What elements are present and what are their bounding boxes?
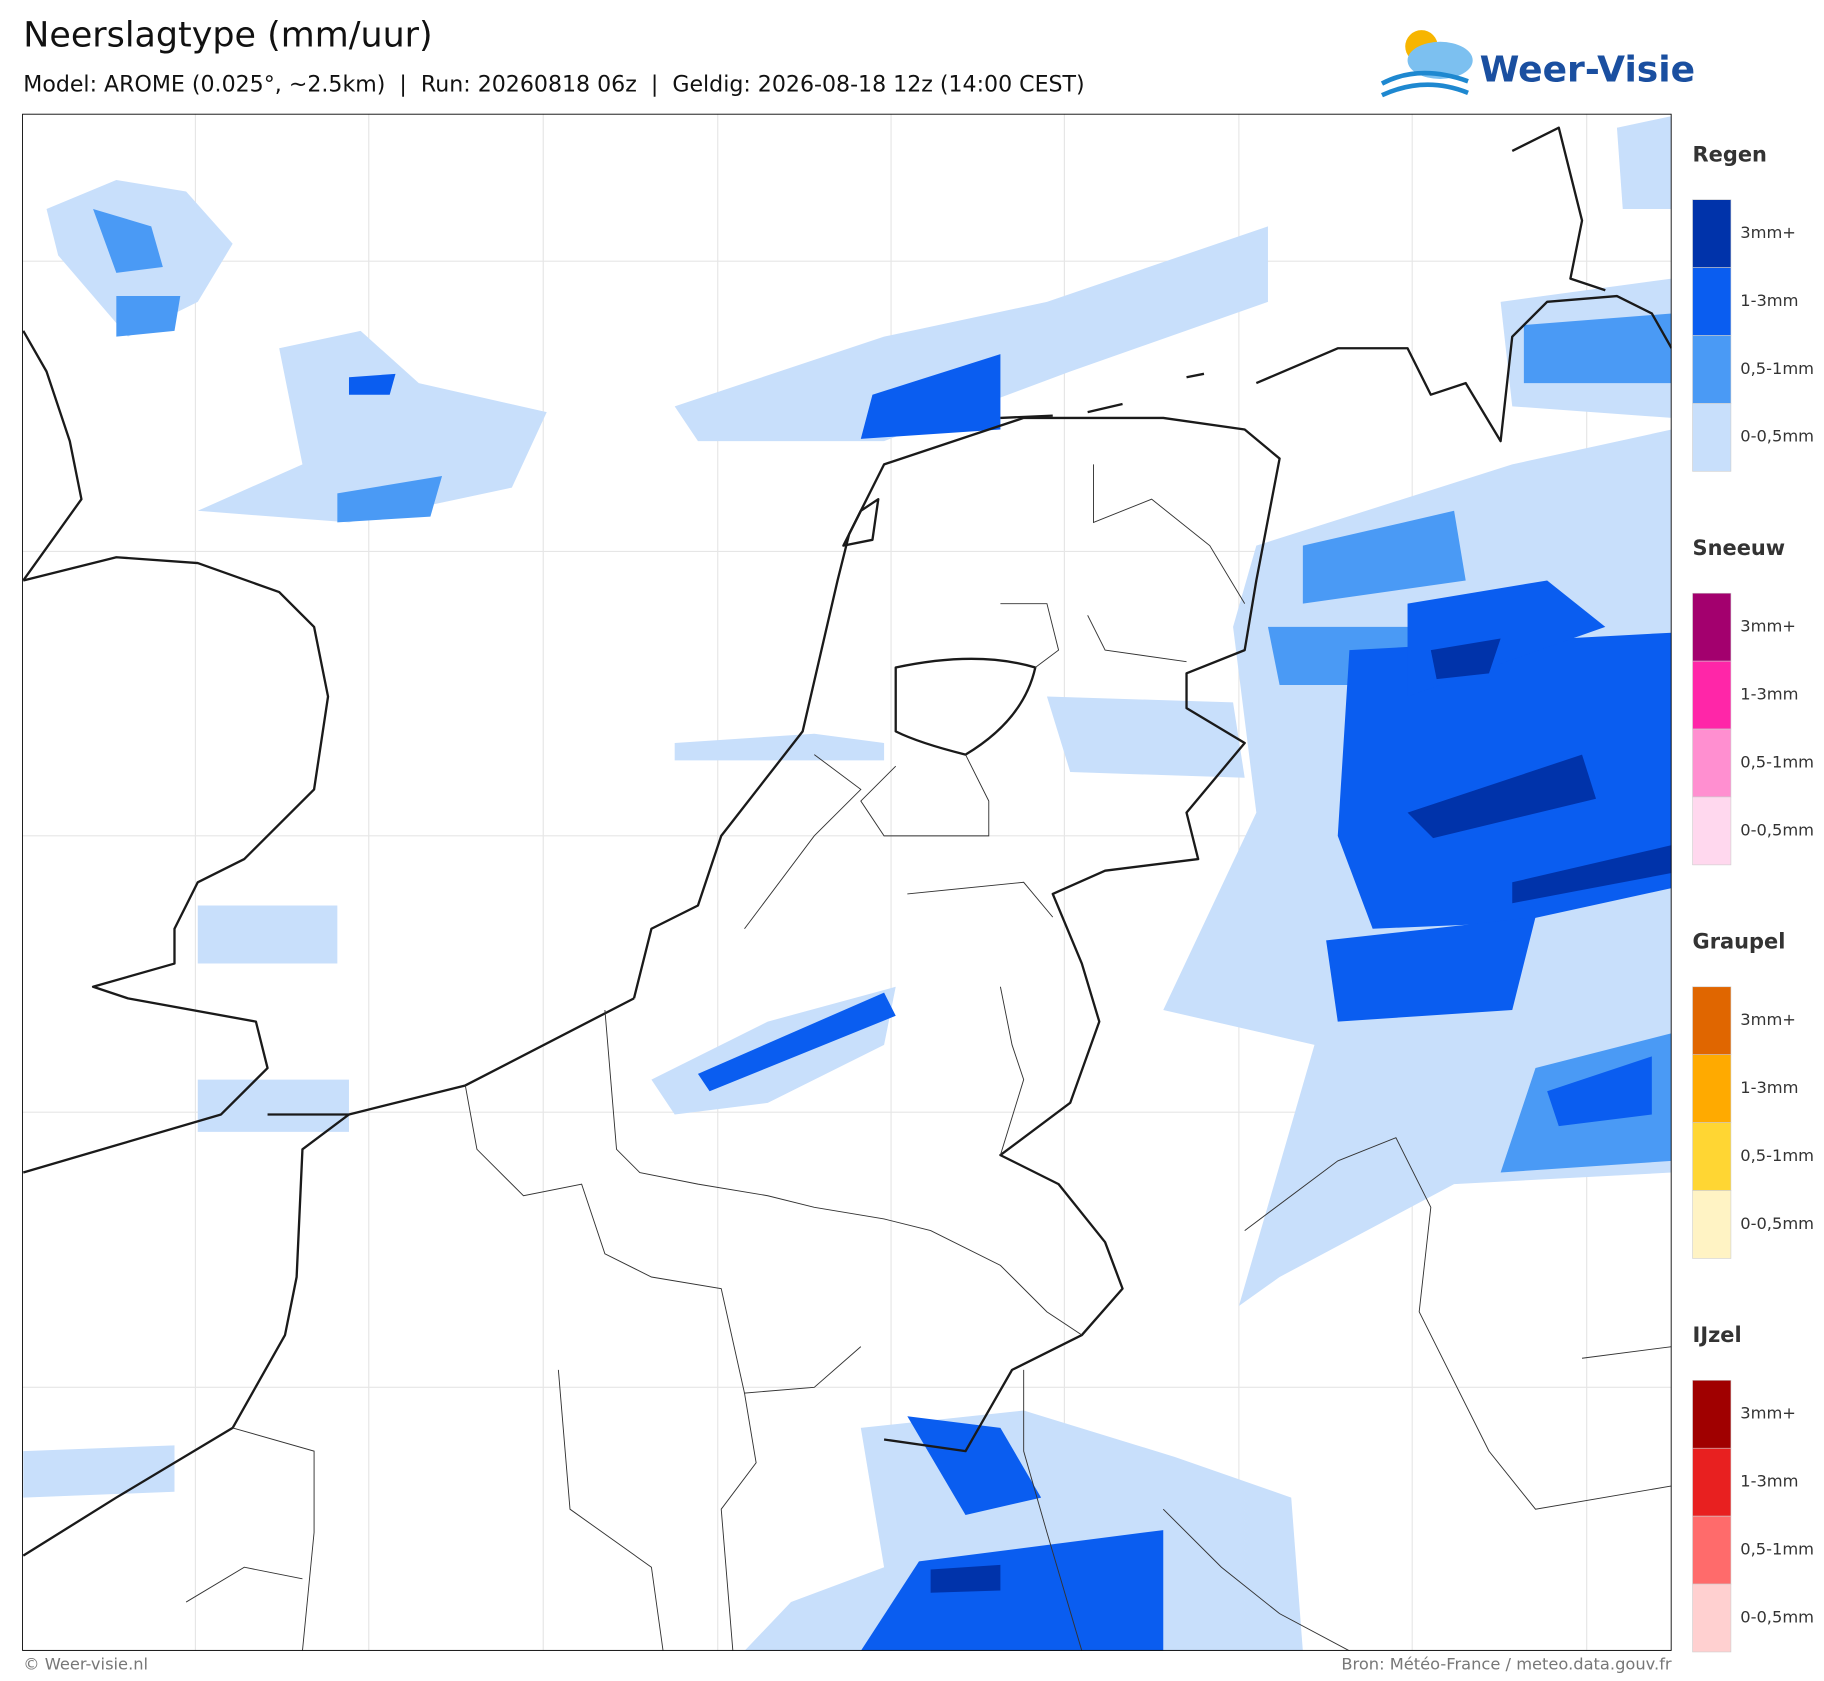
logo: Weer-Visie — [1380, 30, 1695, 98]
legend-swatch — [1692, 1583, 1732, 1653]
legend-label: 0-0,5mm — [1740, 1214, 1814, 1233]
legend-swatch — [1692, 592, 1732, 662]
legend-label: 0-0,5mm — [1740, 820, 1814, 839]
legend-label: 1-3mm — [1740, 684, 1798, 703]
title: Neerslagtype (mm/uur) — [23, 15, 432, 55]
legend-label: 0,5-1mm — [1740, 752, 1814, 771]
legend-label: 0-0,5mm — [1740, 427, 1814, 446]
legend-swatch — [1692, 728, 1732, 798]
legend-title: Sneeuw — [1693, 536, 1786, 560]
legend-label: 3mm+ — [1740, 223, 1796, 242]
legend-swatch — [1692, 199, 1732, 268]
legend-title: IJzel — [1693, 1323, 1742, 1347]
legend-swatch — [1692, 1447, 1732, 1517]
legend-title: Graupel — [1693, 929, 1786, 953]
legend-label: 3mm+ — [1740, 1404, 1796, 1423]
legend-swatch — [1692, 1190, 1732, 1259]
subtitle: Model: AROME (0.025°, ~2.5km) | Run: 202… — [23, 73, 1084, 98]
legend-swatch — [1692, 1515, 1732, 1585]
footer-right: Bron: Météo-France / meteo.data.gouv.fr — [1341, 1654, 1672, 1673]
legend-label: 1-3mm — [1740, 1472, 1798, 1491]
map — [22, 113, 1672, 1651]
legend-label: 0-0,5mm — [1740, 1607, 1814, 1626]
legend-swatch — [1692, 1380, 1732, 1449]
legend-swatch — [1692, 986, 1732, 1055]
legend-swatch — [1692, 267, 1732, 336]
legend-label: 1-3mm — [1740, 1078, 1798, 1097]
legend-label: 3mm+ — [1740, 1010, 1796, 1029]
legend-swatch — [1692, 660, 1732, 730]
legend-label: 3mm+ — [1740, 617, 1796, 636]
legend-label: 0,5-1mm — [1740, 1146, 1814, 1165]
legend-swatch — [1692, 1054, 1732, 1123]
legend: Regen 3mm+ 1-3mm 0,5-1mm 0-0,5mm Sneeuw 3mm+ 1-… — [1692, 142, 1814, 1653]
logo-text: Weer-Visie — [1480, 49, 1695, 90]
legend-swatch — [1692, 796, 1732, 866]
legend-label: 0,5-1mm — [1740, 1539, 1814, 1558]
legend-label: 0,5-1mm — [1740, 359, 1814, 378]
legend-swatch — [1692, 335, 1732, 404]
legend-swatch — [1692, 403, 1732, 472]
legend-title: Regen — [1693, 142, 1767, 166]
legend-swatch — [1692, 1122, 1732, 1191]
legend-label: 1-3mm — [1740, 291, 1798, 310]
footer-left: © Weer-visie.nl — [23, 1654, 148, 1673]
